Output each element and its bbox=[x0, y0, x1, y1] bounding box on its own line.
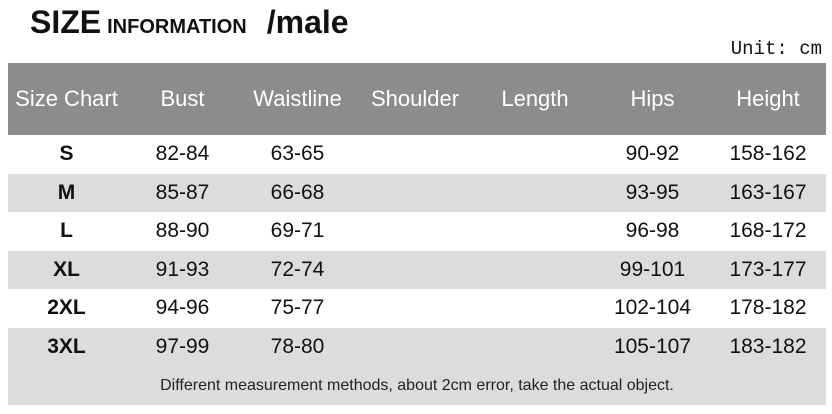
column-header: Length bbox=[501, 86, 569, 111]
table-row: M 85-87 66-68 93-95 163-167 bbox=[8, 173, 826, 212]
cell: 173-177 bbox=[729, 257, 807, 281]
cell: 183-182 bbox=[729, 334, 807, 358]
column-header: Bust bbox=[160, 86, 205, 111]
table-row: XL 91-93 72-74 99-101 173-177 bbox=[8, 250, 826, 289]
cell: 105-107 bbox=[613, 334, 692, 358]
table-row: S 82-84 63-65 90-92 158-162 bbox=[8, 135, 826, 174]
cell: 90-92 bbox=[625, 142, 680, 166]
cell: S bbox=[59, 142, 74, 166]
cell: 163-167 bbox=[729, 180, 807, 204]
cell: 3XL bbox=[47, 334, 86, 358]
table-row: 3XL 97-99 78-80 105-107 183-182 bbox=[8, 327, 826, 366]
cell: 78-80 bbox=[270, 334, 325, 358]
cell: 85-87 bbox=[155, 180, 210, 204]
cell: 82-84 bbox=[155, 142, 210, 166]
cell: L bbox=[60, 219, 73, 243]
cell: 158-162 bbox=[729, 142, 807, 166]
cell: 168-172 bbox=[729, 219, 807, 243]
cell: 75-77 bbox=[270, 296, 325, 320]
footnote: Different measurement methods, about 2cm… bbox=[8, 366, 826, 405]
cell: 69-71 bbox=[270, 219, 325, 243]
title-main: SIZE bbox=[30, 4, 102, 40]
title-suffix: /male bbox=[266, 4, 349, 40]
title-sub: INFORMATION bbox=[107, 16, 247, 38]
cell: M bbox=[57, 180, 76, 204]
cell: 88-90 bbox=[155, 219, 210, 243]
cell: XL bbox=[53, 257, 80, 281]
cell: 63-65 bbox=[270, 142, 325, 166]
cell: 99-101 bbox=[619, 257, 686, 281]
column-header: Waistline bbox=[253, 86, 342, 111]
table-row: L 88-90 69-71 96-98 168-172 bbox=[8, 212, 826, 251]
column-header: Height bbox=[736, 86, 800, 111]
title: SIZE INFORMATION/male bbox=[30, 4, 349, 41]
header-row: Size Chart Bust Waistline Shoulder Length Hip… bbox=[8, 63, 826, 135]
cell: 178-182 bbox=[729, 296, 807, 320]
cell: 93-95 bbox=[625, 180, 680, 204]
column-header: Shoulder bbox=[370, 86, 460, 111]
size-table: Size Chart Bust Waistline Shoulder Length Hip… bbox=[8, 63, 826, 405]
unit: Unit: cm bbox=[730, 38, 822, 60]
column-header: Hips bbox=[630, 86, 675, 111]
cell: 97-99 bbox=[155, 334, 210, 358]
cell: 96-98 bbox=[625, 219, 680, 243]
cell: 94-96 bbox=[155, 296, 210, 320]
cell: 2XL bbox=[47, 296, 86, 320]
cell: 72-74 bbox=[270, 257, 325, 281]
column-header: Size Chart bbox=[15, 86, 118, 111]
cell: 66-68 bbox=[270, 180, 325, 204]
cell: 91-93 bbox=[155, 257, 210, 281]
table-row: 2XL 94-96 75-77 102-104 178-182 bbox=[8, 289, 826, 328]
cell: 102-104 bbox=[613, 296, 692, 320]
